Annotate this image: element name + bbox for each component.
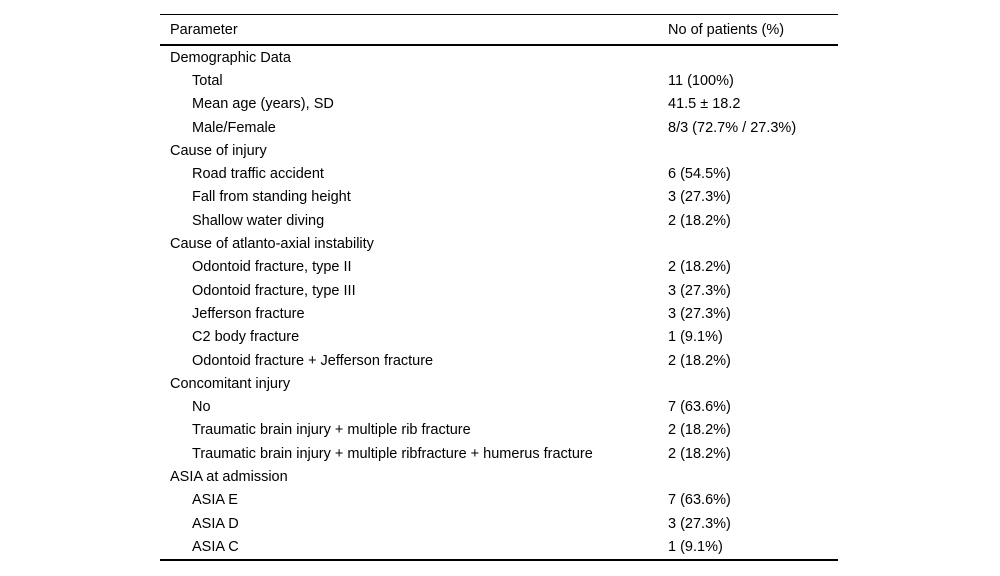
- value-cell: 2 (18.2%): [668, 352, 731, 369]
- value-cell: [668, 465, 838, 488]
- table-row: Mean age (years), SD 41.5 ± 18.2: [160, 93, 838, 116]
- table-row: Road traffic accident 6 (54.5%): [160, 162, 838, 185]
- parameter-cell: ASIA E: [192, 492, 238, 509]
- parameter-cell: Male/Female: [192, 119, 276, 136]
- parameter-cell: Odontoid fracture + Jefferson fracture: [192, 352, 434, 369]
- parameter-cell: Shallow water diving: [192, 212, 325, 229]
- category-row: Concomitant injury: [160, 372, 838, 395]
- value-cell: 2 (18.2%): [668, 445, 731, 462]
- parameter-cell: Traumatic brain injury + multiple rib fr…: [192, 422, 471, 439]
- value-cell: 11 (100%): [668, 72, 734, 89]
- column-header-no-of-patients: No of patients (%): [668, 14, 838, 46]
- value-cell: 8/3 (72.7% / 27.3%): [668, 119, 797, 136]
- column-header-parameter: Parameter: [160, 14, 668, 46]
- value-cell: 7 (63.6%): [668, 492, 731, 509]
- parameter-cell: Jefferson fracture: [192, 305, 305, 322]
- table-row: C2 body fracture 1 (9.1%): [160, 326, 838, 349]
- table-row: Shallow water diving 2 (18.2%): [160, 209, 838, 232]
- table-row: Fall from standing height 3 (27.3%): [160, 186, 838, 209]
- parameter-cell: Cause of injury: [170, 142, 267, 159]
- table-row: Odontoid fracture, type II 2 (18.2%): [160, 256, 838, 279]
- value-cell: 3 (27.3%): [668, 515, 731, 532]
- parameter-cell: Total: [192, 72, 223, 89]
- value-cell: 1 (9.1%): [668, 538, 723, 555]
- value-cell: [668, 372, 838, 395]
- parameter-cell: Mean age (years), SD: [192, 96, 334, 113]
- header-row: Parameter No of patients (%): [160, 14, 838, 46]
- parameter-cell: Odontoid fracture, type III: [192, 282, 356, 299]
- parameter-cell: Demographic Data: [170, 49, 291, 66]
- parameter-cell: Traumatic brain injury + multiple ribfra…: [192, 445, 593, 462]
- parameter-cell: Road traffic accident: [192, 166, 324, 183]
- parameter-cell: C2 body fracture: [192, 329, 300, 346]
- category-row: Cause of atlanto-axial instability: [160, 232, 838, 255]
- patients-table: Parameter No of patients (%) Demographic…: [160, 14, 838, 561]
- parameter-cell: ASIA D: [192, 515, 239, 532]
- value-cell: 2 (18.2%): [668, 259, 731, 276]
- table-row: No 7 (63.6%): [160, 395, 838, 418]
- parameter-cell: Concomitant injury: [170, 375, 291, 392]
- value-cell: 3 (27.3%): [668, 282, 731, 299]
- value-cell: 2 (18.2%): [668, 422, 731, 439]
- table-row: ASIA D 3 (27.3%): [160, 512, 838, 535]
- table-row: ASIA C 1 (9.1%): [160, 535, 838, 559]
- table-row: Jefferson fracture 3 (27.3%): [160, 302, 838, 325]
- value-cell: 6 (54.5%): [668, 166, 731, 183]
- value-cell: 3 (27.3%): [668, 305, 731, 322]
- value-cell: 3 (27.3%): [668, 189, 731, 206]
- table-row: ASIA E 7 (63.6%): [160, 489, 838, 512]
- table-row: Traumatic brain injury + multiple ribfra…: [160, 442, 838, 465]
- value-cell: [668, 232, 838, 255]
- table-row: Odontoid fracture, type III 3 (27.3%): [160, 279, 838, 302]
- table-body: Demographic Data Total 11 (100%) Mean age (…: [160, 45, 838, 560]
- table-row: Total 11 (100%): [160, 69, 838, 92]
- value-cell: 41.5 ± 18.2: [668, 96, 741, 113]
- table-row: Odontoid fracture + Jefferson fracture 2 …: [160, 349, 838, 372]
- category-row: ASIA at admission: [160, 465, 838, 488]
- category-row: Cause of injury: [160, 139, 838, 162]
- parameter-cell: No: [192, 399, 211, 416]
- table-row: Male/Female 8/3 (72.7% / 27.3%): [160, 116, 838, 139]
- value-cell: 1 (9.1%): [668, 329, 723, 346]
- parameter-cell: ASIA C: [192, 538, 239, 555]
- parameter-cell: Cause of atlanto-axial instability: [170, 236, 374, 253]
- value-cell: [668, 45, 838, 69]
- value-cell: 2 (18.2%): [668, 212, 731, 229]
- table-row: Traumatic brain injury + multiple rib fr…: [160, 419, 838, 442]
- parameter-cell: ASIA at admission: [170, 468, 288, 485]
- table-header: Parameter No of patients (%): [160, 14, 838, 46]
- value-cell: 7 (63.6%): [668, 399, 731, 416]
- parameter-cell: Fall from standing height: [192, 189, 351, 206]
- parameter-cell: Odontoid fracture, type II: [192, 259, 352, 276]
- value-cell: [668, 139, 838, 162]
- category-row: Demographic Data: [160, 45, 838, 69]
